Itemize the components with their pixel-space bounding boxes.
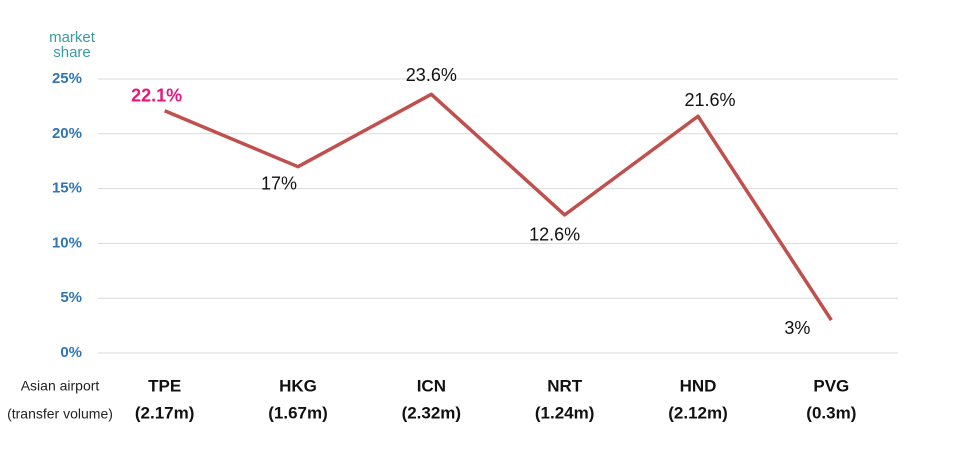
x-tick-sublabel: (0.3m) — [806, 403, 856, 422]
y-axis-label: market — [49, 29, 96, 46]
x-tick-sublabel: (1.67m) — [268, 403, 328, 422]
x-tick-label: TPE — [148, 376, 181, 395]
y-tick-label: 10% — [52, 234, 82, 251]
x-tick-sublabel: (2.32m) — [402, 403, 462, 422]
x-tick-sublabel: (2.17m) — [135, 403, 195, 422]
data-label: 17% — [261, 173, 297, 193]
y-tick-label: 0% — [60, 344, 82, 361]
x-axis-label: (transfer volume) — [7, 406, 113, 422]
data-label: 21.6% — [684, 90, 735, 110]
data-label: 22.1% — [131, 86, 182, 106]
data-label: 23.6% — [406, 65, 457, 85]
x-tick-sublabel: (1.24m) — [535, 403, 595, 422]
x-tick-label: PVG — [813, 376, 849, 395]
y-tick-label: 25% — [52, 70, 82, 87]
data-line — [163, 92, 833, 322]
x-tick-label: HKG — [279, 376, 317, 395]
x-axis-label: Asian airport — [21, 378, 100, 394]
y-axis-label: share — [53, 44, 91, 61]
y-tick-label: 5% — [60, 289, 82, 306]
y-tick-label: 15% — [52, 180, 82, 197]
x-tick-label: HND — [680, 376, 717, 395]
x-tick-label: ICN — [417, 376, 446, 395]
x-tick-label: NRT — [547, 376, 583, 395]
data-label: 3% — [784, 318, 810, 338]
x-tick-sublabel: (2.12m) — [668, 403, 728, 422]
y-tick-label: 20% — [52, 125, 82, 142]
data-label: 12.6% — [529, 225, 580, 245]
